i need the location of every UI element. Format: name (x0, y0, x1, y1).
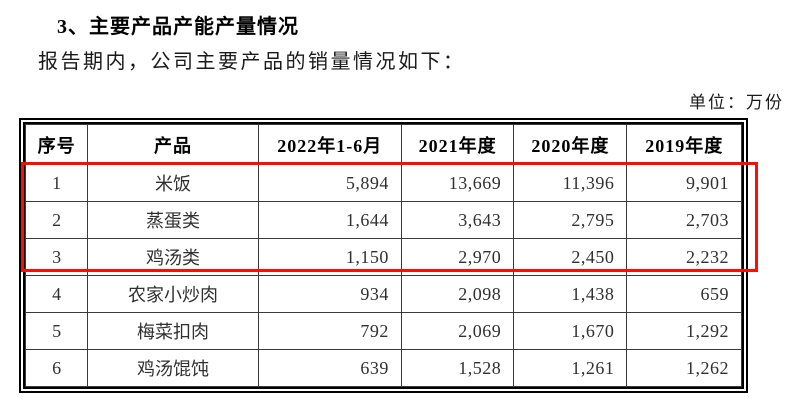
cell-value: 659 (626, 275, 742, 313)
table-row: 3 鸡汤类 1,150 2,970 2,450 2,232 (24, 238, 742, 276)
table-row: 5 梅菜扣肉 792 2,069 1,670 1,292 (24, 312, 742, 350)
col-header-2020: 2020年度 (513, 124, 628, 165)
cell-product: 鸡汤类 (87, 238, 259, 276)
cell-value: 3,643 (400, 201, 515, 239)
cell-value: 2,069 (400, 312, 515, 350)
cell-value: 2,703 (626, 201, 742, 239)
cell-product: 蒸蛋类 (87, 201, 259, 239)
cell-product: 米饭 (87, 164, 259, 202)
cell-value: 9,901 (626, 164, 742, 202)
table: 序号 产品 2022年1-6月 2021年度 2020年度 2019年度 1 米… (24, 124, 742, 387)
cell-value: 934 (257, 275, 402, 313)
cell-value: 2,795 (513, 201, 628, 239)
cell-value: 5,894 (257, 164, 402, 202)
col-header-2021: 2021年度 (400, 124, 515, 165)
table-header-row: 序号 产品 2022年1-6月 2021年度 2020年度 2019年度 (24, 124, 742, 165)
col-header-2022h1: 2022年1-6月 (257, 124, 402, 165)
cell-value: 1,528 (400, 349, 515, 387)
cell-index: 4 (24, 275, 89, 313)
col-header-product: 产品 (87, 124, 259, 165)
cell-value: 2,450 (513, 238, 628, 276)
cell-index: 5 (24, 312, 89, 350)
cell-value: 13,669 (400, 164, 515, 202)
cell-product: 农家小炒肉 (87, 275, 259, 313)
table-row: 6 鸡汤馄饨 639 1,528 1,261 1,262 (24, 349, 742, 387)
section-heading: 3、主要产品产能产量情况 (57, 16, 299, 38)
cell-product: 鸡汤馄饨 (87, 349, 259, 387)
col-header-index: 序号 (24, 124, 89, 165)
sales-volume-table: 序号 产品 2022年1-6月 2021年度 2020年度 2019年度 1 米… (19, 118, 748, 393)
unit-note: 单位：万份 (689, 93, 784, 112)
table-row: 1 米饭 5,894 13,669 11,396 9,901 (24, 164, 742, 202)
table-row: 4 农家小炒肉 934 2,098 1,438 659 (24, 275, 742, 313)
cell-index: 2 (24, 201, 89, 239)
cell-value: 1,150 (257, 238, 402, 276)
cell-value: 1,438 (513, 275, 628, 313)
cell-value: 11,396 (513, 164, 628, 202)
cell-value: 2,098 (400, 275, 515, 313)
intro-text: 报告期内，公司主要产品的销量情况如下： (38, 51, 466, 73)
cell-value: 1,670 (513, 312, 628, 350)
cell-value: 2,970 (400, 238, 515, 276)
cell-index: 3 (24, 238, 89, 276)
cell-value: 639 (257, 349, 402, 387)
cell-value: 2,232 (626, 238, 742, 276)
col-header-2019: 2019年度 (626, 124, 742, 165)
table-row: 2 蒸蛋类 1,644 3,643 2,795 2,703 (24, 201, 742, 239)
cell-value: 1,262 (626, 349, 742, 387)
cell-product: 梅菜扣肉 (87, 312, 259, 350)
cell-value: 792 (257, 312, 402, 350)
cell-index: 1 (24, 164, 89, 202)
cell-value: 1,644 (257, 201, 402, 239)
cell-value: 1,261 (513, 349, 628, 387)
cell-value: 1,292 (626, 312, 742, 350)
cell-index: 6 (24, 349, 89, 387)
